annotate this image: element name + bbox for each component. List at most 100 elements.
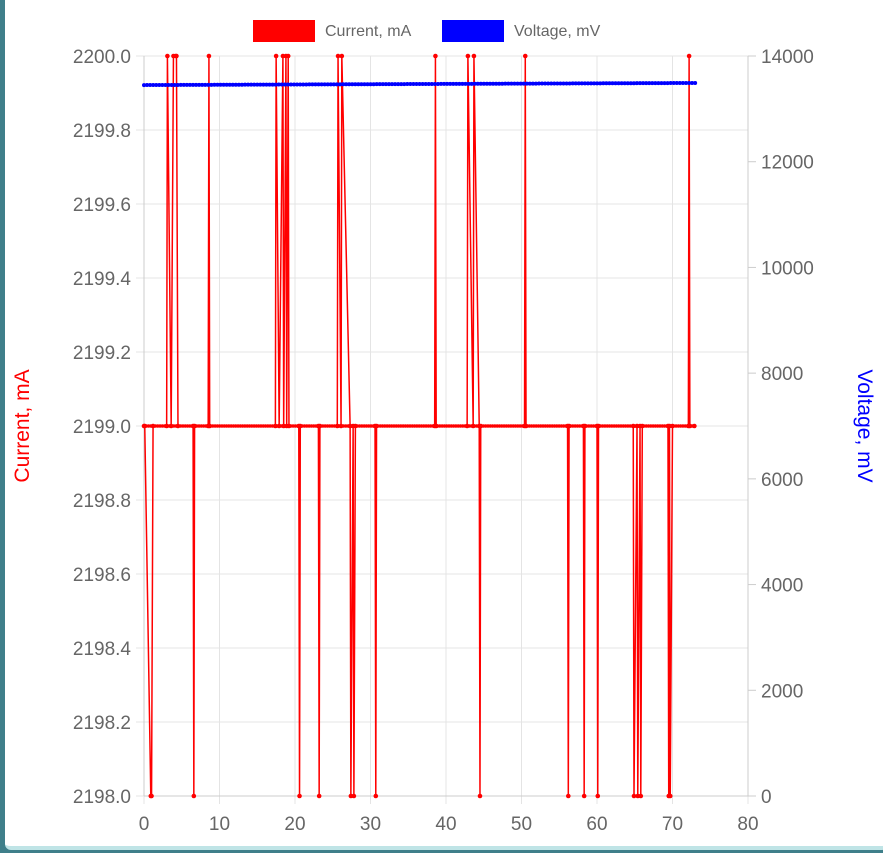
voltage-point bbox=[634, 81, 639, 86]
series-current-line bbox=[141, 53, 697, 799]
y-right-tick-label: 14000 bbox=[761, 47, 814, 68]
voltage-point bbox=[693, 80, 698, 85]
y-right-tick-label: 10000 bbox=[761, 258, 814, 279]
voltage-point bbox=[638, 81, 643, 86]
voltage-point bbox=[481, 81, 486, 86]
current-point bbox=[273, 423, 278, 429]
voltage-point bbox=[166, 82, 171, 87]
voltage-point bbox=[475, 81, 480, 86]
current-point bbox=[297, 423, 303, 429]
y-right-tick-label: 6000 bbox=[761, 470, 803, 491]
voltage-point bbox=[356, 82, 361, 87]
voltage-point bbox=[252, 82, 257, 87]
legend-swatch bbox=[442, 20, 504, 42]
voltage-point bbox=[386, 82, 391, 87]
voltage-point bbox=[377, 82, 382, 87]
current-point bbox=[174, 53, 179, 59]
current-point bbox=[338, 423, 344, 429]
voltage-point bbox=[307, 82, 312, 87]
voltage-point bbox=[491, 81, 496, 86]
voltage-point bbox=[445, 81, 450, 86]
voltage-point bbox=[579, 81, 584, 86]
legend: Current, mA Voltage, mV bbox=[253, 20, 601, 42]
current-point bbox=[353, 423, 358, 429]
x-tick-label: 30 bbox=[360, 814, 381, 835]
voltage-point bbox=[380, 82, 385, 87]
voltage-point bbox=[224, 82, 229, 87]
voltage-point bbox=[552, 81, 557, 86]
voltage-point bbox=[261, 82, 266, 87]
voltage-point bbox=[402, 82, 407, 87]
voltage-point bbox=[435, 81, 440, 86]
voltage-point bbox=[687, 80, 692, 85]
y-right-tick-label: 12000 bbox=[761, 153, 814, 174]
voltage-point bbox=[230, 82, 235, 87]
y-left-tick-label: 2198.4 bbox=[73, 639, 132, 660]
voltage-point bbox=[313, 82, 318, 87]
y-left-tick-label: 2199.8 bbox=[73, 121, 131, 142]
voltage-point bbox=[592, 81, 597, 86]
dual-axis-line-chart: 0 10 20 30 40 50 60 70 80 2198.0 2198.2 2198.4 2198.… bbox=[11, 20, 876, 835]
voltage-point bbox=[264, 82, 269, 87]
current-point bbox=[334, 423, 340, 429]
current-point bbox=[640, 423, 645, 429]
current-point bbox=[523, 423, 529, 429]
voltage-point bbox=[258, 82, 263, 87]
current-point bbox=[522, 53, 528, 59]
current-point bbox=[667, 793, 673, 799]
voltage-point bbox=[460, 81, 465, 86]
current-point bbox=[192, 423, 197, 429]
current-point bbox=[631, 793, 637, 799]
voltage-point bbox=[301, 82, 306, 87]
current-point bbox=[471, 53, 477, 59]
voltage-point bbox=[622, 81, 627, 86]
voltage-point bbox=[181, 82, 186, 87]
voltage-point bbox=[292, 82, 297, 87]
current-point bbox=[297, 793, 302, 799]
voltage-point bbox=[178, 82, 183, 87]
current-point bbox=[464, 423, 470, 429]
current-point bbox=[687, 423, 693, 429]
voltage-point bbox=[680, 81, 685, 86]
voltage-point bbox=[184, 82, 189, 87]
voltage-point bbox=[656, 81, 661, 86]
current-point bbox=[317, 423, 323, 429]
current-point bbox=[206, 53, 212, 59]
voltage-point bbox=[334, 82, 339, 87]
voltage-point bbox=[383, 82, 388, 87]
voltage-point bbox=[236, 82, 241, 87]
voltage-point bbox=[589, 81, 594, 86]
axis-titles: Current, mA Voltage, mV bbox=[11, 369, 876, 482]
voltage-point bbox=[209, 82, 214, 87]
current-point bbox=[478, 423, 484, 429]
current-point bbox=[596, 423, 601, 429]
current-point bbox=[630, 423, 636, 429]
voltage-point bbox=[601, 81, 606, 86]
current-point bbox=[316, 793, 322, 799]
voltage-point bbox=[365, 82, 370, 87]
voltage-point bbox=[319, 82, 324, 87]
voltage-point bbox=[512, 81, 517, 86]
voltage-point bbox=[374, 82, 379, 87]
y-left-tick-label: 2200.0 bbox=[73, 47, 131, 68]
current-point bbox=[286, 423, 292, 429]
voltage-point bbox=[503, 81, 508, 86]
voltage-point bbox=[515, 81, 520, 86]
voltage-point bbox=[570, 81, 575, 86]
voltage-point bbox=[328, 82, 333, 87]
voltage-point bbox=[414, 82, 419, 87]
current-point bbox=[433, 423, 439, 429]
voltage-point bbox=[255, 82, 260, 87]
current-point bbox=[164, 423, 169, 429]
voltage-point bbox=[432, 81, 437, 86]
current-point bbox=[595, 793, 601, 799]
voltage-point bbox=[442, 81, 447, 86]
voltage-point bbox=[218, 82, 223, 87]
x-tick-label: 0 bbox=[139, 814, 150, 835]
voltage-point bbox=[595, 81, 600, 86]
current-point bbox=[285, 53, 291, 59]
voltage-point bbox=[487, 81, 492, 86]
voltage-point bbox=[197, 82, 202, 87]
voltage-point bbox=[417, 82, 422, 87]
voltage-point bbox=[423, 81, 428, 86]
